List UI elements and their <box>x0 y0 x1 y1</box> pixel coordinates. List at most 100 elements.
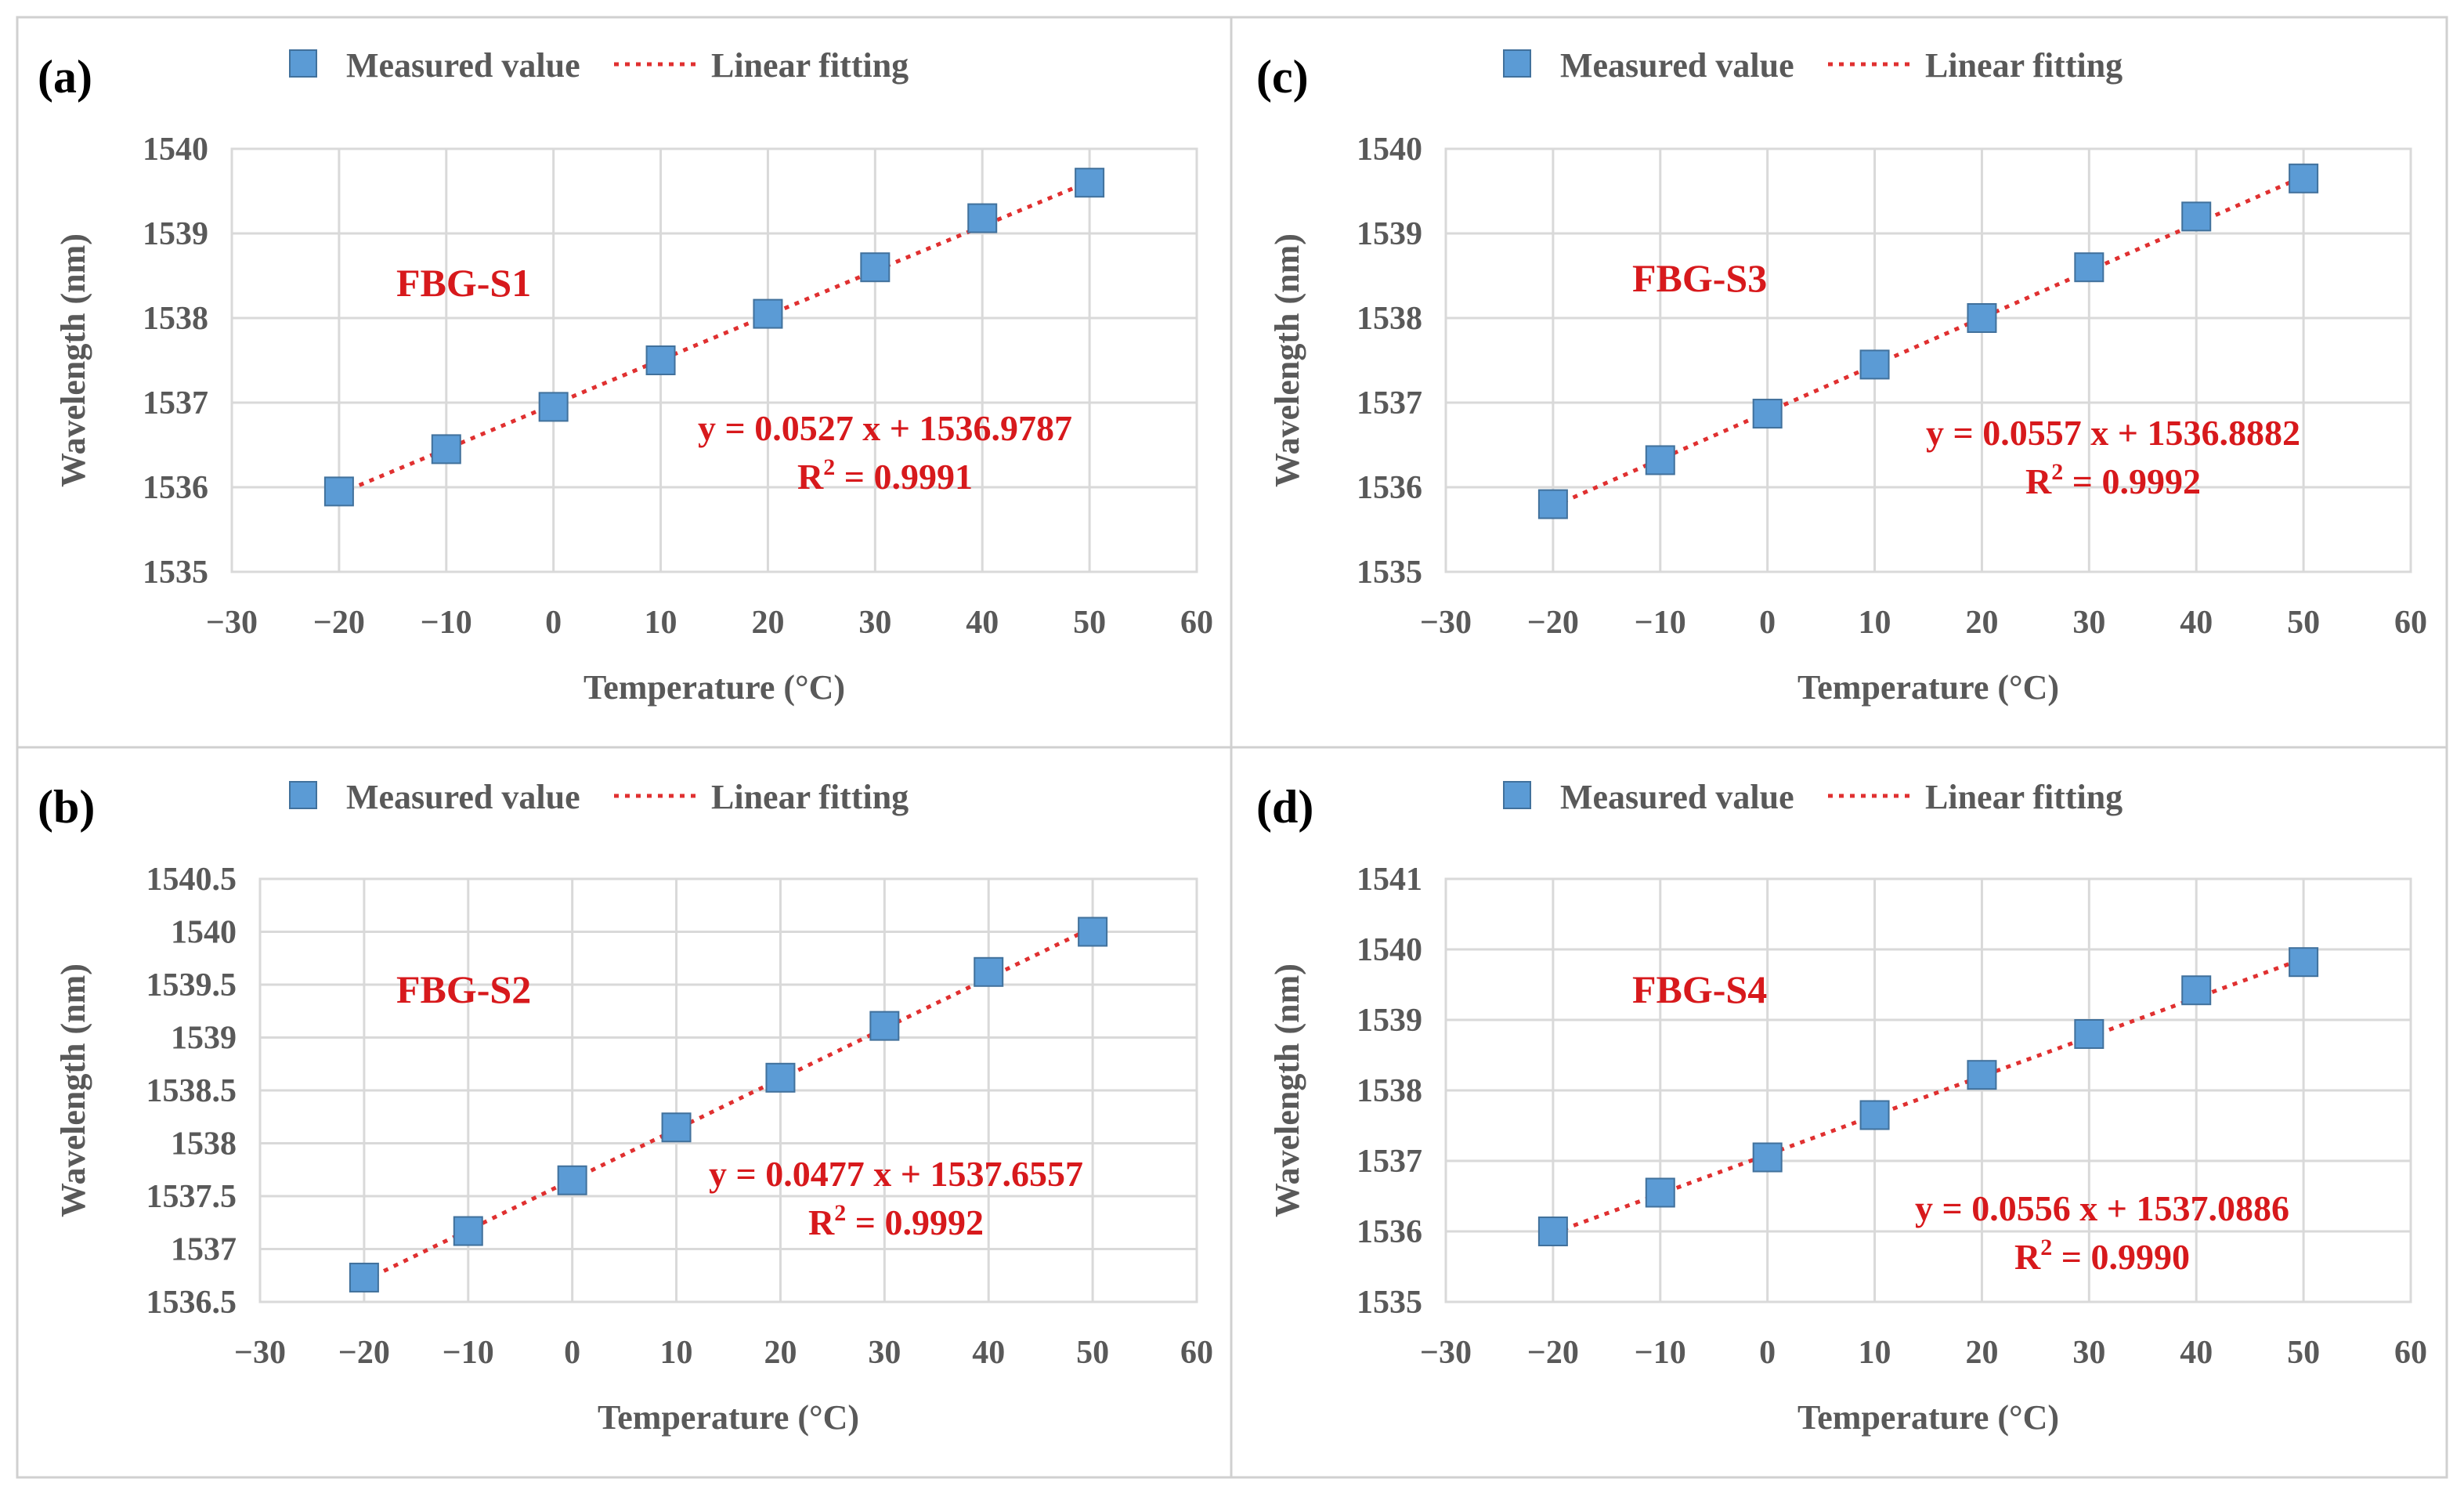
y-tick-label: 1537.5 <box>146 1179 237 1215</box>
data-point-marker <box>2074 252 2105 283</box>
x-tick-label: −10 <box>1635 1335 1686 1371</box>
x-axis-title: Temperature (°C) <box>583 668 845 707</box>
x-tick-label: 60 <box>1180 1335 1213 1371</box>
data-point-marker <box>1967 303 1997 333</box>
y-tick-label: 1539.5 <box>146 967 237 1003</box>
data-point-marker <box>869 1010 900 1041</box>
x-tick-label: 60 <box>2394 605 2427 641</box>
y-axis-title: Wavelength (nm) <box>54 964 92 1217</box>
y-tick-label: 1541 <box>1357 862 1422 898</box>
data-point-marker <box>431 434 461 465</box>
fit-line <box>1552 175 2305 508</box>
data-point-marker <box>557 1165 587 1195</box>
legend-label-measured: Measured value <box>346 46 580 85</box>
x-tick-label: 0 <box>1759 1335 1776 1371</box>
y-tick-label: 1538 <box>143 301 208 337</box>
fit-line <box>363 925 1094 1283</box>
y-tick-label: 1535 <box>143 555 208 591</box>
sensor-label: FBG-S4 <box>1632 967 1767 1011</box>
data-point-marker <box>645 345 676 375</box>
data-point-marker <box>2289 947 2319 978</box>
data-point-marker <box>2074 1019 2105 1049</box>
data-point-marker <box>1752 1142 1783 1173</box>
sensor-label: FBG-S3 <box>1632 256 1767 300</box>
legend-label-fitting: Linear fitting <box>711 778 909 816</box>
legend-marker <box>289 49 317 78</box>
x-tick-label: 20 <box>1965 1335 1998 1371</box>
x-tick-label: 30 <box>2072 605 2105 641</box>
y-tick-label: 1537 <box>143 385 208 421</box>
plot-area <box>1444 147 2412 573</box>
chart-panel-d: −30 −20 −10 0 10 20 30 40 50 60 1535 1536 1537 1538 15… <box>1230 746 2448 1479</box>
y-tick-label: 1538 <box>1357 1073 1422 1109</box>
fit-equation: y = 0.0527 x + 1536.9787 <box>698 408 1072 448</box>
panel-border <box>16 746 1233 1479</box>
x-tick-label: 50 <box>1073 605 1106 641</box>
data-point-marker <box>1078 916 1108 947</box>
x-tick-label: 50 <box>2287 605 2320 641</box>
x-tick-label: 10 <box>645 605 677 641</box>
y-tick-label: 1539 <box>1357 216 1422 252</box>
x-tick-label: 60 <box>2394 1335 2427 1371</box>
y-tick-label: 1538.5 <box>146 1073 237 1109</box>
legend-label-measured: Measured value <box>346 778 580 816</box>
y-tick-label: 1536 <box>1357 1214 1422 1250</box>
x-tick-label: 30 <box>2072 1335 2105 1371</box>
y-axis-title: Wavelength (nm) <box>1268 964 1306 1217</box>
data-point-marker <box>323 476 354 507</box>
y-tick-label: 1540.5 <box>146 862 237 898</box>
x-tick-label: −10 <box>421 605 472 641</box>
panel-label: (d) <box>1256 781 1313 833</box>
plot-area <box>230 147 1198 573</box>
data-point-marker <box>1645 445 1675 475</box>
x-tick-label: −10 <box>443 1335 494 1371</box>
panel-border <box>16 16 1233 749</box>
y-tick-label: 1539 <box>143 216 208 252</box>
y-tick-label: 1536 <box>1357 470 1422 506</box>
x-tick-label: 50 <box>2287 1335 2320 1371</box>
x-tick-label: −30 <box>1420 605 1472 641</box>
data-point-marker <box>453 1216 483 1246</box>
fit-equation: y = 0.0477 x + 1537.6557 <box>709 1154 1083 1194</box>
y-tick-label: 1538 <box>171 1126 237 1162</box>
chart-panel-c: −30 −20 −10 0 10 20 30 40 50 60 1535 1536 1537 1538 15… <box>1230 16 2448 749</box>
x-axis-title: Temperature (°C) <box>1797 1398 2059 1437</box>
panel-label: (a) <box>38 51 92 103</box>
x-tick-label: 50 <box>1076 1335 1109 1371</box>
r-squared-value: = 0.9991 <box>835 457 973 497</box>
x-tick-label: 20 <box>764 1335 797 1371</box>
r-squared: R2 = 0.9992 <box>808 1200 984 1242</box>
plot-area <box>1444 877 2412 1303</box>
legend-marker <box>1503 781 1531 809</box>
y-tick-label: 1537 <box>1357 385 1422 421</box>
data-point-marker <box>1645 1177 1675 1208</box>
data-point-marker <box>1859 1100 1890 1130</box>
r-squared: R2 = 0.9991 <box>797 454 973 497</box>
y-tick-label: 1536.5 <box>146 1285 237 1321</box>
x-tick-label: 20 <box>751 605 784 641</box>
panel-label: (b) <box>38 781 95 833</box>
x-tick-label: −20 <box>1527 605 1579 641</box>
panel-label: (c) <box>1256 51 1309 103</box>
data-point-marker <box>661 1112 692 1143</box>
data-point-marker <box>1967 1060 1997 1090</box>
y-tick-label: 1540 <box>1357 932 1422 968</box>
y-tick-label: 1540 <box>1357 132 1422 168</box>
x-tick-label: 10 <box>1859 605 1891 641</box>
x-tick-label: −10 <box>1635 605 1686 641</box>
x-tick-label: 30 <box>868 1335 901 1371</box>
x-tick-label: 40 <box>972 1335 1005 1371</box>
sensor-label: FBG-S2 <box>396 967 531 1011</box>
data-point-marker <box>349 1262 379 1292</box>
fit-line <box>338 179 1091 496</box>
x-tick-label: 40 <box>966 605 999 641</box>
y-tick-label: 1540 <box>171 915 237 951</box>
sensor-label: FBG-S1 <box>396 261 531 305</box>
y-tick-label: 1538 <box>1357 301 1422 337</box>
x-tick-label: 0 <box>545 605 562 641</box>
chart-panel-a: −30 −20 −10 0 10 20 30 40 50 60 1535 1536 1537 1538 15… <box>16 16 1233 749</box>
data-point-marker <box>538 392 569 422</box>
x-tick-label: 20 <box>1965 605 1998 641</box>
legend-label-measured: Measured value <box>1560 778 1794 816</box>
